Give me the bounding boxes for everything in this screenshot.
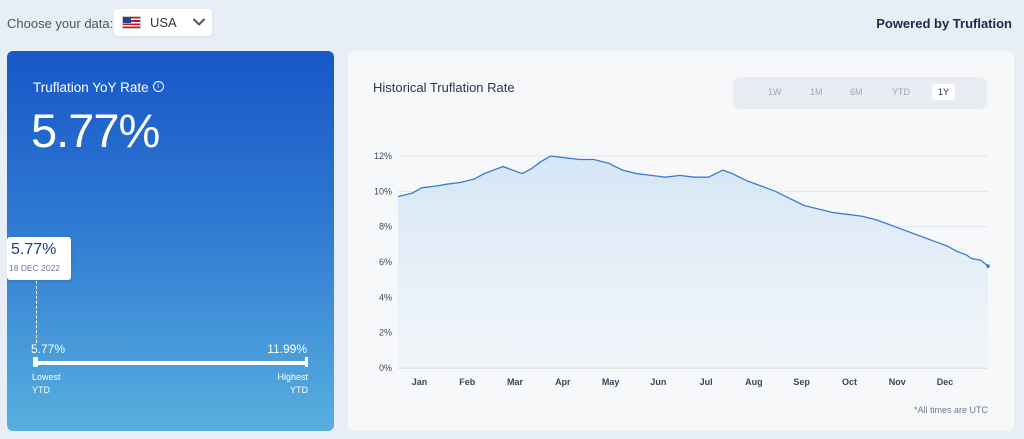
powered-by-label: Powered by Truflation: [876, 16, 1012, 31]
current-rate-value: 5.77%: [31, 104, 160, 157]
y-tick-label: 12%: [374, 151, 392, 161]
tab-1w[interactable]: 1W: [768, 87, 782, 97]
choose-data-label: Choose your data:: [7, 16, 114, 31]
range-max-value: 11.99%: [267, 342, 307, 356]
x-tick-label: Feb: [459, 377, 476, 387]
chevron-down-icon: [193, 18, 205, 26]
x-tick-label: Jan: [412, 377, 428, 387]
series-area: [398, 156, 988, 368]
lowest-ytd-label: Lowest YTD: [32, 371, 61, 397]
country-select[interactable]: USA: [114, 9, 212, 36]
y-tick-label: 10%: [374, 186, 392, 196]
card-title-text: Truflation YoY Rate: [33, 80, 149, 95]
x-tick-label: Aug: [745, 377, 763, 387]
country-select-value: USA: [150, 15, 177, 30]
y-tick-label: 2%: [379, 328, 392, 338]
x-tick-label: Mar: [507, 377, 524, 387]
tooltip-date: 18 DEC 2022: [9, 263, 61, 273]
current-value-tooltip: 5.77% 18 DEC 2022: [7, 237, 71, 280]
card-title: Truflation YoY Rate i: [33, 80, 164, 95]
highest-label-line2: YTD: [290, 385, 308, 395]
tab-1m[interactable]: 1M: [810, 87, 823, 97]
range-current-marker: [33, 357, 38, 367]
x-tick-label: Oct: [842, 377, 857, 387]
lowest-label-line1: Lowest: [32, 372, 61, 382]
y-tick-label: 4%: [379, 292, 392, 302]
truflation-rate-chart: 0% 2% 4% 6% 8% 10% 12% Jan Feb Mar Apr May Jun Jul Aug…: [374, 151, 990, 387]
y-tick-label: 8%: [379, 222, 392, 232]
x-tick-label: May: [602, 377, 620, 387]
series-line: [397, 155, 989, 267]
yoy-rate-card: Truflation YoY Rate i 5.77% 5.77% 18 DEC …: [7, 51, 334, 431]
x-tick-label: Dec: [937, 377, 954, 387]
info-icon[interactable]: i: [152, 81, 164, 92]
range-end-marker: [305, 357, 308, 367]
lowest-label-line2: YTD: [32, 385, 50, 395]
highest-label-line1: Highest: [277, 372, 308, 382]
top-bar: Choose your data: USA Powered by Truflat…: [0, 0, 1024, 46]
x-tick-label: Jun: [650, 377, 666, 387]
period-tabs: 1W 1M 6M YTD 1Y: [733, 77, 987, 109]
tab-6m[interactable]: 6M: [850, 87, 863, 97]
tab-ytd[interactable]: YTD: [892, 87, 910, 97]
chart-title: Historical Truflation Rate: [373, 80, 515, 95]
us-flag-icon: [122, 16, 141, 29]
ytd-range-track: [34, 361, 307, 365]
tab-1y[interactable]: 1Y: [932, 84, 956, 100]
range-min-value: 5.77%: [31, 342, 66, 356]
x-tick-label: Jul: [700, 377, 713, 387]
x-tick-label: Sep: [793, 377, 810, 387]
x-tick-label: Apr: [555, 377, 571, 387]
highest-ytd-label: Highest YTD: [277, 371, 308, 397]
tooltip-value: 5.77%: [11, 241, 57, 258]
y-tick-label: 6%: [379, 257, 392, 267]
series-end-point: [986, 264, 990, 268]
timezone-footnote: *All times are UTC: [913, 405, 988, 415]
tooltip-pointer-line: [36, 281, 37, 343]
x-tick-label: Nov: [889, 377, 906, 387]
historical-chart-card: Historical Truflation Rate 1W 1M 6M YTD …: [348, 51, 1014, 431]
y-tick-label: 0%: [379, 363, 392, 373]
